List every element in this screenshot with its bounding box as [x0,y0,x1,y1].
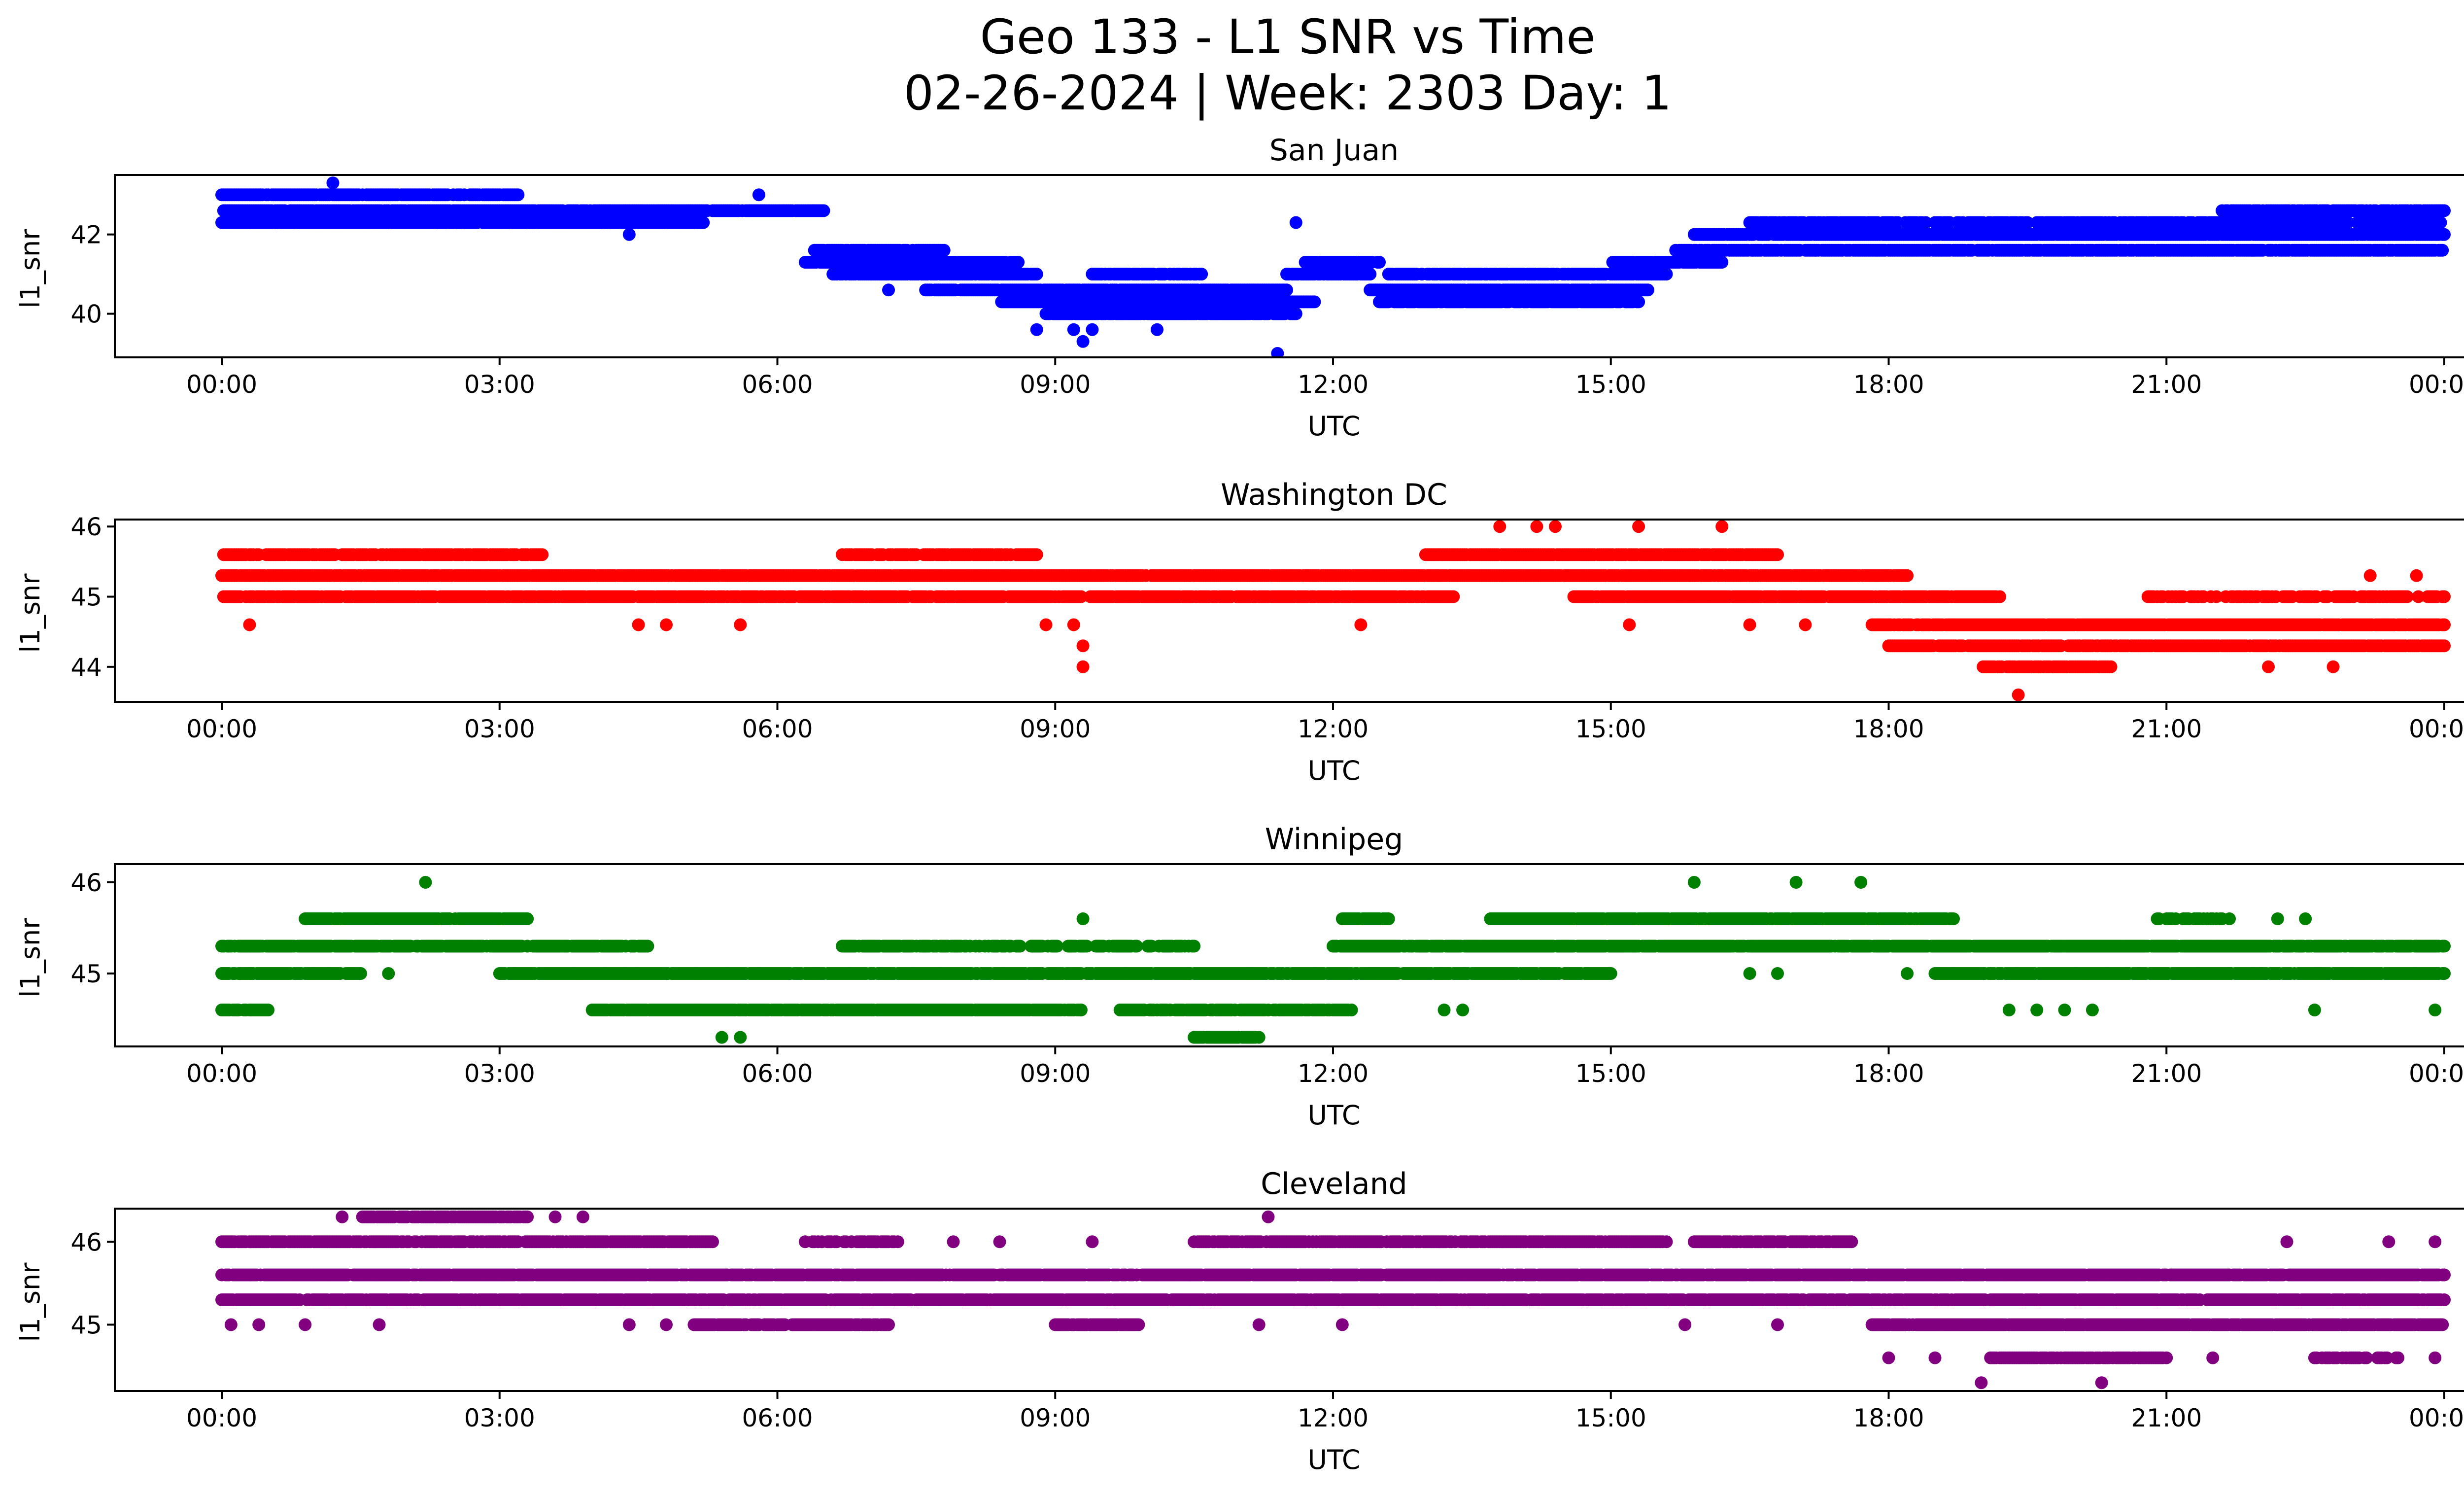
data-point [1919,216,1932,229]
scatter-points [215,520,2451,701]
data-point [622,228,636,241]
point-run [1382,268,1673,281]
point-run [215,188,525,202]
point-run [836,548,1043,561]
data-point [2438,204,2451,217]
data-point [697,216,710,229]
x-axis-label: UTC [1307,411,1360,442]
point-run [1687,228,2451,241]
point-run [215,569,1914,582]
data-point [1660,268,1673,281]
y-axis-label: l1_snr [15,229,46,309]
x-tick-label: 00:00 [2409,370,2464,399]
point-run [1364,283,1654,297]
san-juan-panel: San Juan UTC l1_snr 00:00 03:00 06:00 09:00… [15,133,2464,442]
y-tick-label: 40 [70,300,102,329]
point-run [1606,256,1729,269]
data-point [1012,256,1025,269]
washington-dc-panel: Washington DC UTC l1_snr 00:00 03:00 06:00… [15,478,2464,786]
data-point [882,283,895,297]
point-run [217,204,830,217]
figure-title-line1: Geo 133 - L1 SNR vs Time [980,9,1596,65]
x-tick-label: 21:00 [2131,370,2202,399]
point-run [919,283,1293,297]
x-tick-label: 09:00 [1020,370,1091,399]
point-run [217,548,549,561]
data-point [1901,569,1914,582]
data-point [1271,347,1284,357]
point-run [798,256,1025,269]
point-run [1419,548,1784,561]
data-point [2021,216,2034,229]
data-point [2438,228,2451,241]
point-run [1743,216,2447,229]
panel-title: Washington DC [1221,478,1447,512]
data-point [2434,216,2447,229]
point-run [1039,307,1302,320]
data-point [2341,216,2355,229]
data-point [817,204,830,217]
point-run [1669,243,2449,257]
data-point [1373,256,1386,269]
point-run [217,590,1460,603]
y-axis-label: l1_snr [15,573,46,653]
point-run [1086,268,1208,281]
x-tick-label: 03:00 [464,370,535,399]
data-point [1632,295,1645,309]
data-point [1076,335,1090,348]
data-point [1715,256,1729,269]
point-run [1373,295,1645,309]
data-point [1074,590,1088,603]
point-run [1299,256,1386,269]
data-point [752,188,765,202]
data-point [1195,268,1208,281]
data-point [1067,323,1080,336]
figure-title-line2: 02-26-2024 | Week: 2303 Day: 1 [904,66,1672,121]
axes-frame [114,174,2464,358]
data-point [1364,268,1377,281]
x-tick-label: 12:00 [1298,370,1369,399]
data-point [1308,295,1321,309]
data-point [536,548,549,561]
data-point [1151,323,1164,336]
point-run [808,243,951,257]
data-point [1086,323,1099,336]
data-point [937,243,951,257]
x-axis-label: UTC [1307,755,1360,786]
data-point [1280,283,1293,297]
data-point [1289,216,1302,229]
x-tick-label: 18:00 [1853,370,1924,399]
point-run [826,268,1043,281]
data-point [326,176,340,190]
data-point [1289,307,1302,320]
data-point [1641,283,1654,297]
point-run [2216,204,2451,217]
data-point [1771,548,1784,561]
data-point [1030,268,1043,281]
x-tick-label: 15:00 [1575,370,1646,399]
data-point [1030,548,1043,561]
data-point [1030,323,1043,336]
point-run [215,216,710,229]
panel-title: San Juan [1269,133,1399,168]
y-tick-label: 42 [70,221,102,249]
data-point [2436,243,2449,257]
scatter-points [215,176,2451,357]
point-run [995,295,1321,309]
x-tick-label: 00:00 [186,370,257,399]
x-tick-label: 06:00 [742,370,813,399]
point-run [1280,268,1377,281]
data-point [512,188,525,202]
